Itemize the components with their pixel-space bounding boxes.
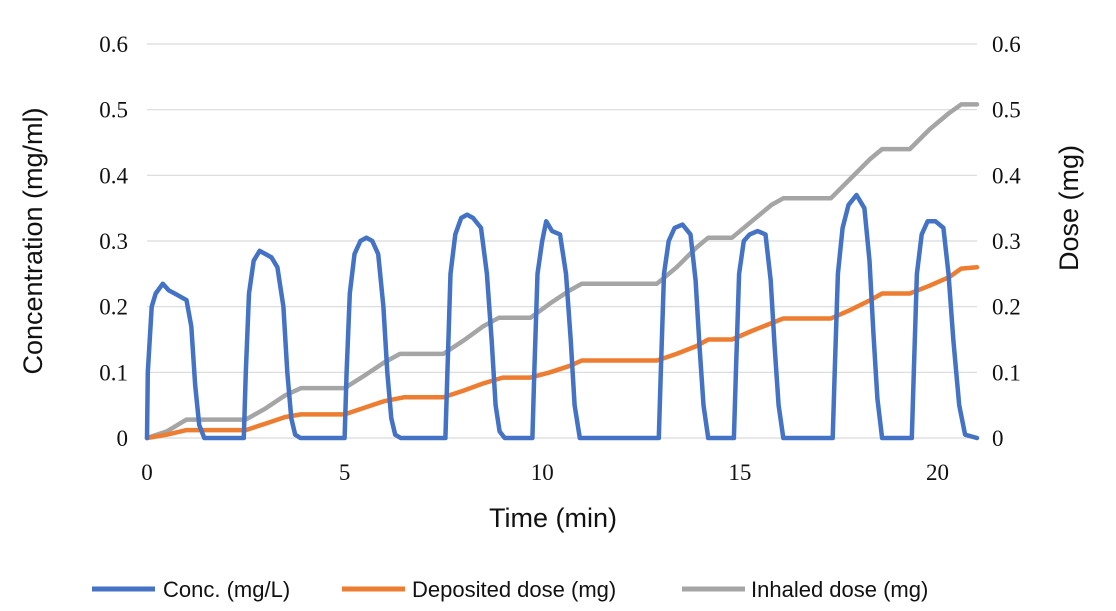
left-y-tick-label: 0.1 bbox=[99, 360, 128, 385]
x-axis-title: Time (min) bbox=[489, 503, 617, 533]
left-y-tick-label: 0.4 bbox=[99, 163, 128, 188]
right-y-tick-label: 0 bbox=[992, 426, 1004, 451]
left-y-tick-label: 0.5 bbox=[99, 98, 128, 123]
right-y-tick-label: 0.5 bbox=[992, 98, 1021, 123]
x-tick-label: 10 bbox=[531, 460, 554, 485]
legend-label-deposited: Deposited dose (mg) bbox=[412, 577, 616, 602]
x-tick-label: 15 bbox=[728, 460, 751, 485]
right-y-tick-label: 0.1 bbox=[992, 360, 1021, 385]
left-y-tick-label: 0.2 bbox=[99, 295, 128, 320]
tick-labels: 0 00.1 0.10.2 0.20.3 0.30.4 0.40.5 0.50.6 0.60 5… bbox=[99, 32, 1021, 485]
legend-label-inhaled: Inhaled dose (mg) bbox=[751, 577, 928, 602]
left-y-tick-label: 0.3 bbox=[99, 229, 128, 254]
right-y-tick-label: 0.2 bbox=[992, 295, 1021, 320]
x-tick-label: 20 bbox=[926, 460, 949, 485]
left-y-tick-label: 0.6 bbox=[99, 32, 128, 57]
plot-area bbox=[144, 102, 980, 441]
left-y-tick-label: 0 bbox=[117, 426, 129, 451]
legend: Conc. (mg/L) Deposited dose (mg) Inhaled… bbox=[92, 577, 928, 602]
x-tick-label: 0 bbox=[141, 460, 153, 485]
series-line-inhaled-dose-mg bbox=[144, 102, 980, 441]
series-line-conc-mg-l bbox=[144, 192, 980, 441]
right-y-axis-title: Dose (mg) bbox=[1054, 145, 1084, 271]
legend-label-conc: Conc. (mg/L) bbox=[163, 577, 290, 602]
x-tick-label: 5 bbox=[339, 460, 351, 485]
right-y-tick-label: 0.3 bbox=[992, 229, 1021, 254]
right-y-tick-label: 0.4 bbox=[992, 163, 1021, 188]
left-y-axis-title: Concentration (mg/ml) bbox=[18, 107, 48, 374]
right-y-tick-label: 0.6 bbox=[992, 32, 1021, 57]
